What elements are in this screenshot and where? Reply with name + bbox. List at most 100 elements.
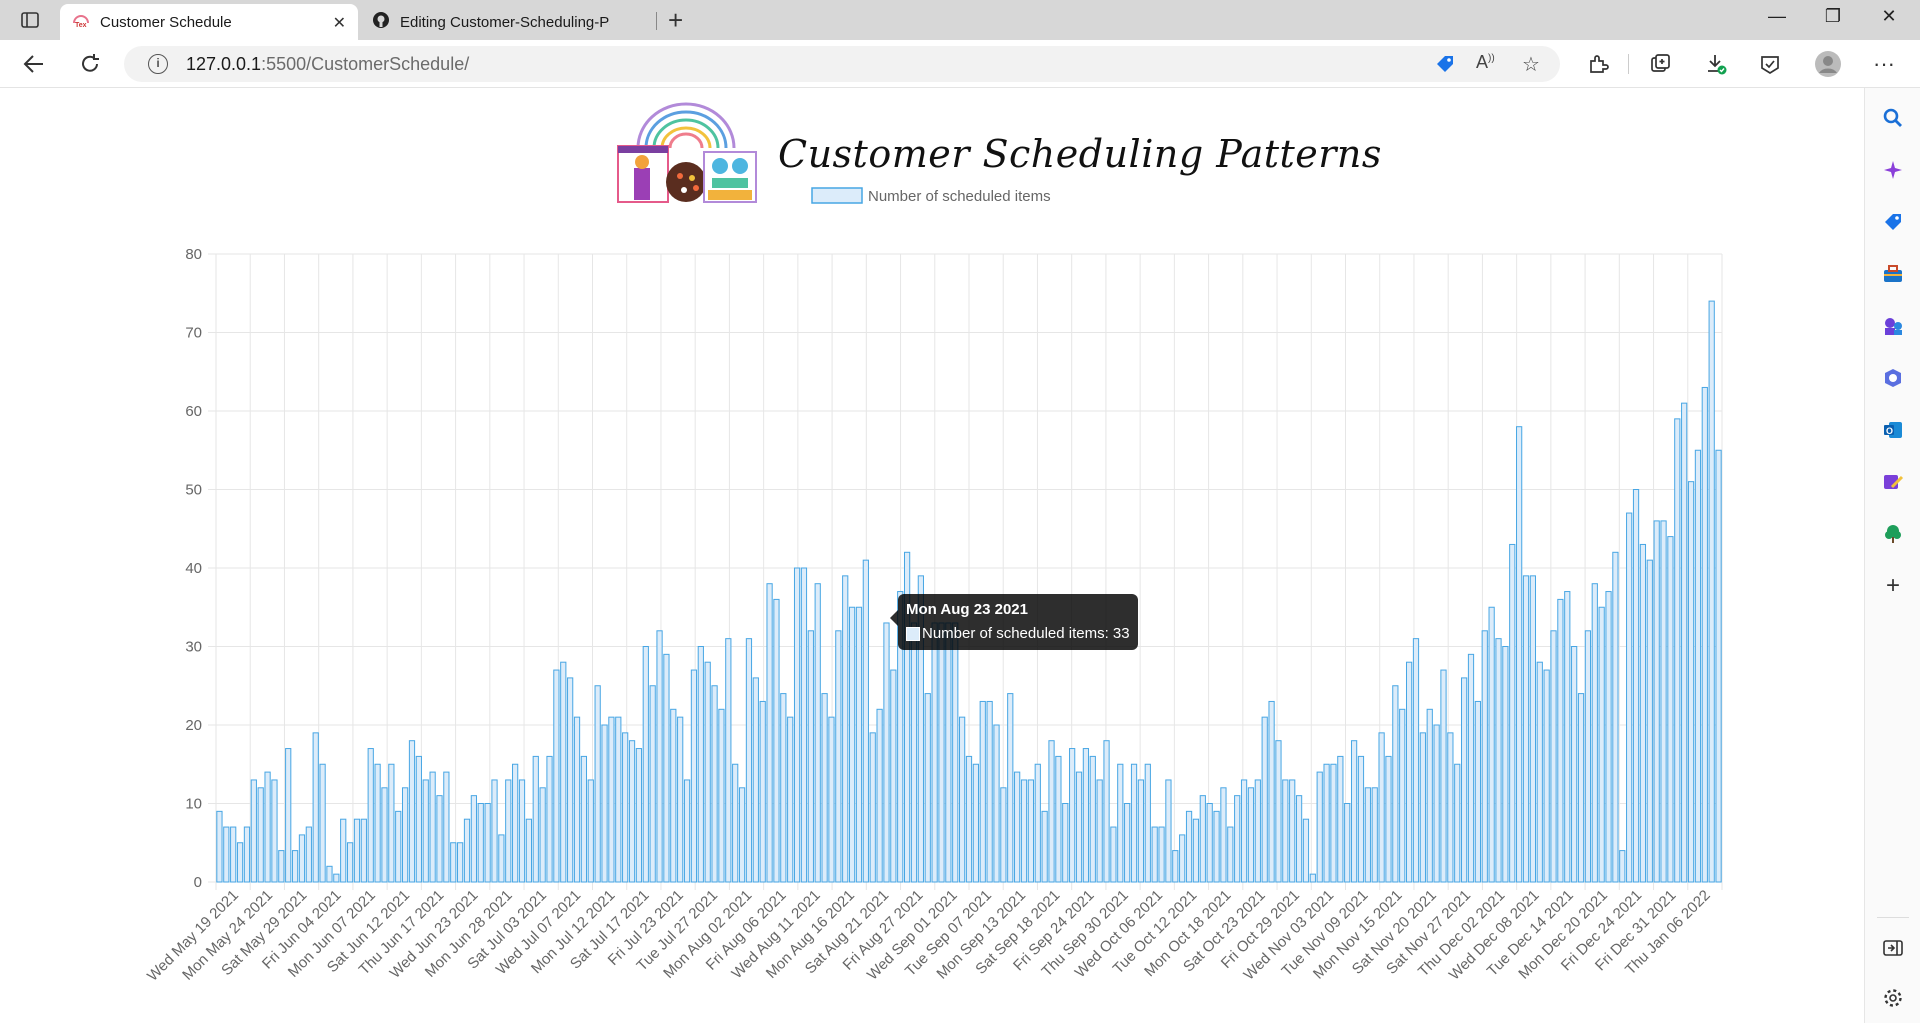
bar[interactable] — [938, 622, 945, 883]
bar[interactable] — [1034, 763, 1041, 883]
search-icon[interactable] — [1881, 106, 1905, 130]
downloads-icon[interactable] — [1702, 50, 1730, 78]
bar[interactable] — [807, 630, 814, 883]
bar[interactable] — [732, 763, 739, 883]
bar[interactable] — [608, 716, 615, 883]
bar[interactable] — [1048, 740, 1055, 883]
bar[interactable] — [1605, 591, 1612, 883]
bar[interactable] — [1027, 779, 1035, 883]
bar[interactable] — [1467, 653, 1475, 883]
bar[interactable] — [1302, 818, 1310, 883]
settings-more-icon[interactable]: ··· — [1873, 51, 1895, 76]
bar[interactable] — [401, 787, 409, 883]
bar[interactable] — [615, 716, 622, 883]
bar[interactable] — [924, 693, 931, 883]
bar[interactable] — [1227, 826, 1234, 883]
bar[interactable] — [1701, 386, 1708, 883]
bar[interactable] — [216, 810, 223, 883]
bar[interactable] — [1089, 755, 1096, 883]
bar[interactable] — [931, 622, 938, 883]
bar[interactable] — [683, 779, 691, 883]
bar[interactable] — [1626, 512, 1633, 883]
url-text[interactable]: 127.0.0.1:5500/CustomerSchedule/ — [186, 54, 470, 74]
bar[interactable] — [491, 779, 498, 883]
bar[interactable] — [1254, 779, 1261, 883]
bar[interactable] — [897, 591, 904, 883]
bar[interactable] — [484, 803, 491, 883]
bar[interactable] — [1199, 795, 1206, 883]
bar[interactable] — [1488, 606, 1495, 883]
bar[interactable] — [656, 630, 663, 883]
bar[interactable] — [1014, 771, 1021, 883]
bar[interactable] — [883, 622, 890, 883]
bar[interactable] — [1309, 873, 1316, 883]
bar[interactable] — [787, 716, 794, 883]
bar[interactable] — [1275, 740, 1282, 883]
site-info-icon[interactable]: i — [148, 54, 168, 74]
shopping-tag-icon[interactable] — [1434, 53, 1456, 80]
bar[interactable] — [876, 708, 883, 883]
bar[interactable] — [766, 583, 773, 883]
bar[interactable] — [1529, 575, 1537, 883]
bar[interactable] — [1172, 850, 1179, 883]
designer-icon[interactable] — [1881, 470, 1905, 494]
bar[interactable] — [1419, 732, 1426, 883]
bar[interactable] — [1055, 755, 1062, 883]
bar[interactable] — [1337, 755, 1344, 883]
bar[interactable] — [546, 755, 553, 883]
bar[interactable] — [257, 787, 264, 883]
bar[interactable] — [979, 700, 986, 883]
bar[interactable] — [663, 653, 670, 883]
bar[interactable] — [532, 755, 539, 883]
bar[interactable] — [1653, 520, 1660, 883]
bar[interactable] — [1371, 787, 1378, 883]
bar[interactable] — [340, 818, 347, 883]
bar[interactable] — [1447, 732, 1454, 883]
bar[interactable] — [353, 818, 361, 883]
bar[interactable] — [959, 716, 966, 883]
bar[interactable] — [1041, 810, 1048, 883]
bar[interactable] — [498, 834, 505, 883]
shopping-icon[interactable] — [1881, 210, 1905, 234]
bar[interactable] — [1681, 402, 1688, 883]
bar[interactable] — [457, 842, 464, 883]
bar[interactable] — [1509, 543, 1516, 883]
bar[interactable] — [1165, 779, 1172, 883]
bar[interactable] — [553, 669, 560, 883]
bar[interactable] — [443, 771, 450, 883]
bar[interactable] — [972, 763, 979, 883]
microsoft-365-icon[interactable] — [1881, 366, 1905, 390]
tab-editing-repo[interactable]: Editing Customer-Scheduling-Pa — [362, 4, 658, 40]
tools-icon[interactable] — [1881, 262, 1905, 286]
bar[interactable] — [1261, 716, 1268, 883]
bar[interactable] — [1584, 630, 1592, 883]
bar[interactable] — [346, 842, 354, 883]
bar[interactable] — [415, 755, 422, 883]
bar[interactable] — [278, 850, 285, 883]
bar[interactable] — [367, 748, 374, 883]
bar[interactable] — [1350, 740, 1358, 883]
bar[interactable] — [333, 873, 340, 883]
bar[interactable] — [910, 622, 918, 883]
bar[interactable] — [573, 716, 581, 883]
bar[interactable] — [1385, 755, 1392, 883]
bar[interactable] — [264, 771, 271, 883]
bar[interactable] — [1461, 677, 1468, 883]
bar[interactable] — [1110, 826, 1117, 883]
bar[interactable] — [1220, 787, 1227, 883]
bar[interactable] — [1000, 787, 1007, 883]
bar[interactable] — [470, 795, 477, 883]
bar[interactable] — [1619, 850, 1626, 883]
bar[interactable] — [1185, 810, 1193, 883]
bar[interactable] — [236, 842, 244, 883]
bar[interactable] — [1206, 803, 1213, 883]
refresh-icon[interactable] — [76, 50, 104, 78]
legend-swatch[interactable] — [811, 187, 863, 204]
bar[interactable] — [271, 779, 278, 883]
bar[interactable] — [1543, 669, 1550, 883]
bar[interactable] — [745, 638, 753, 883]
bar[interactable] — [835, 630, 842, 883]
bar[interactable] — [381, 787, 388, 883]
bar[interactable] — [567, 677, 574, 883]
bar[interactable] — [1344, 803, 1351, 883]
